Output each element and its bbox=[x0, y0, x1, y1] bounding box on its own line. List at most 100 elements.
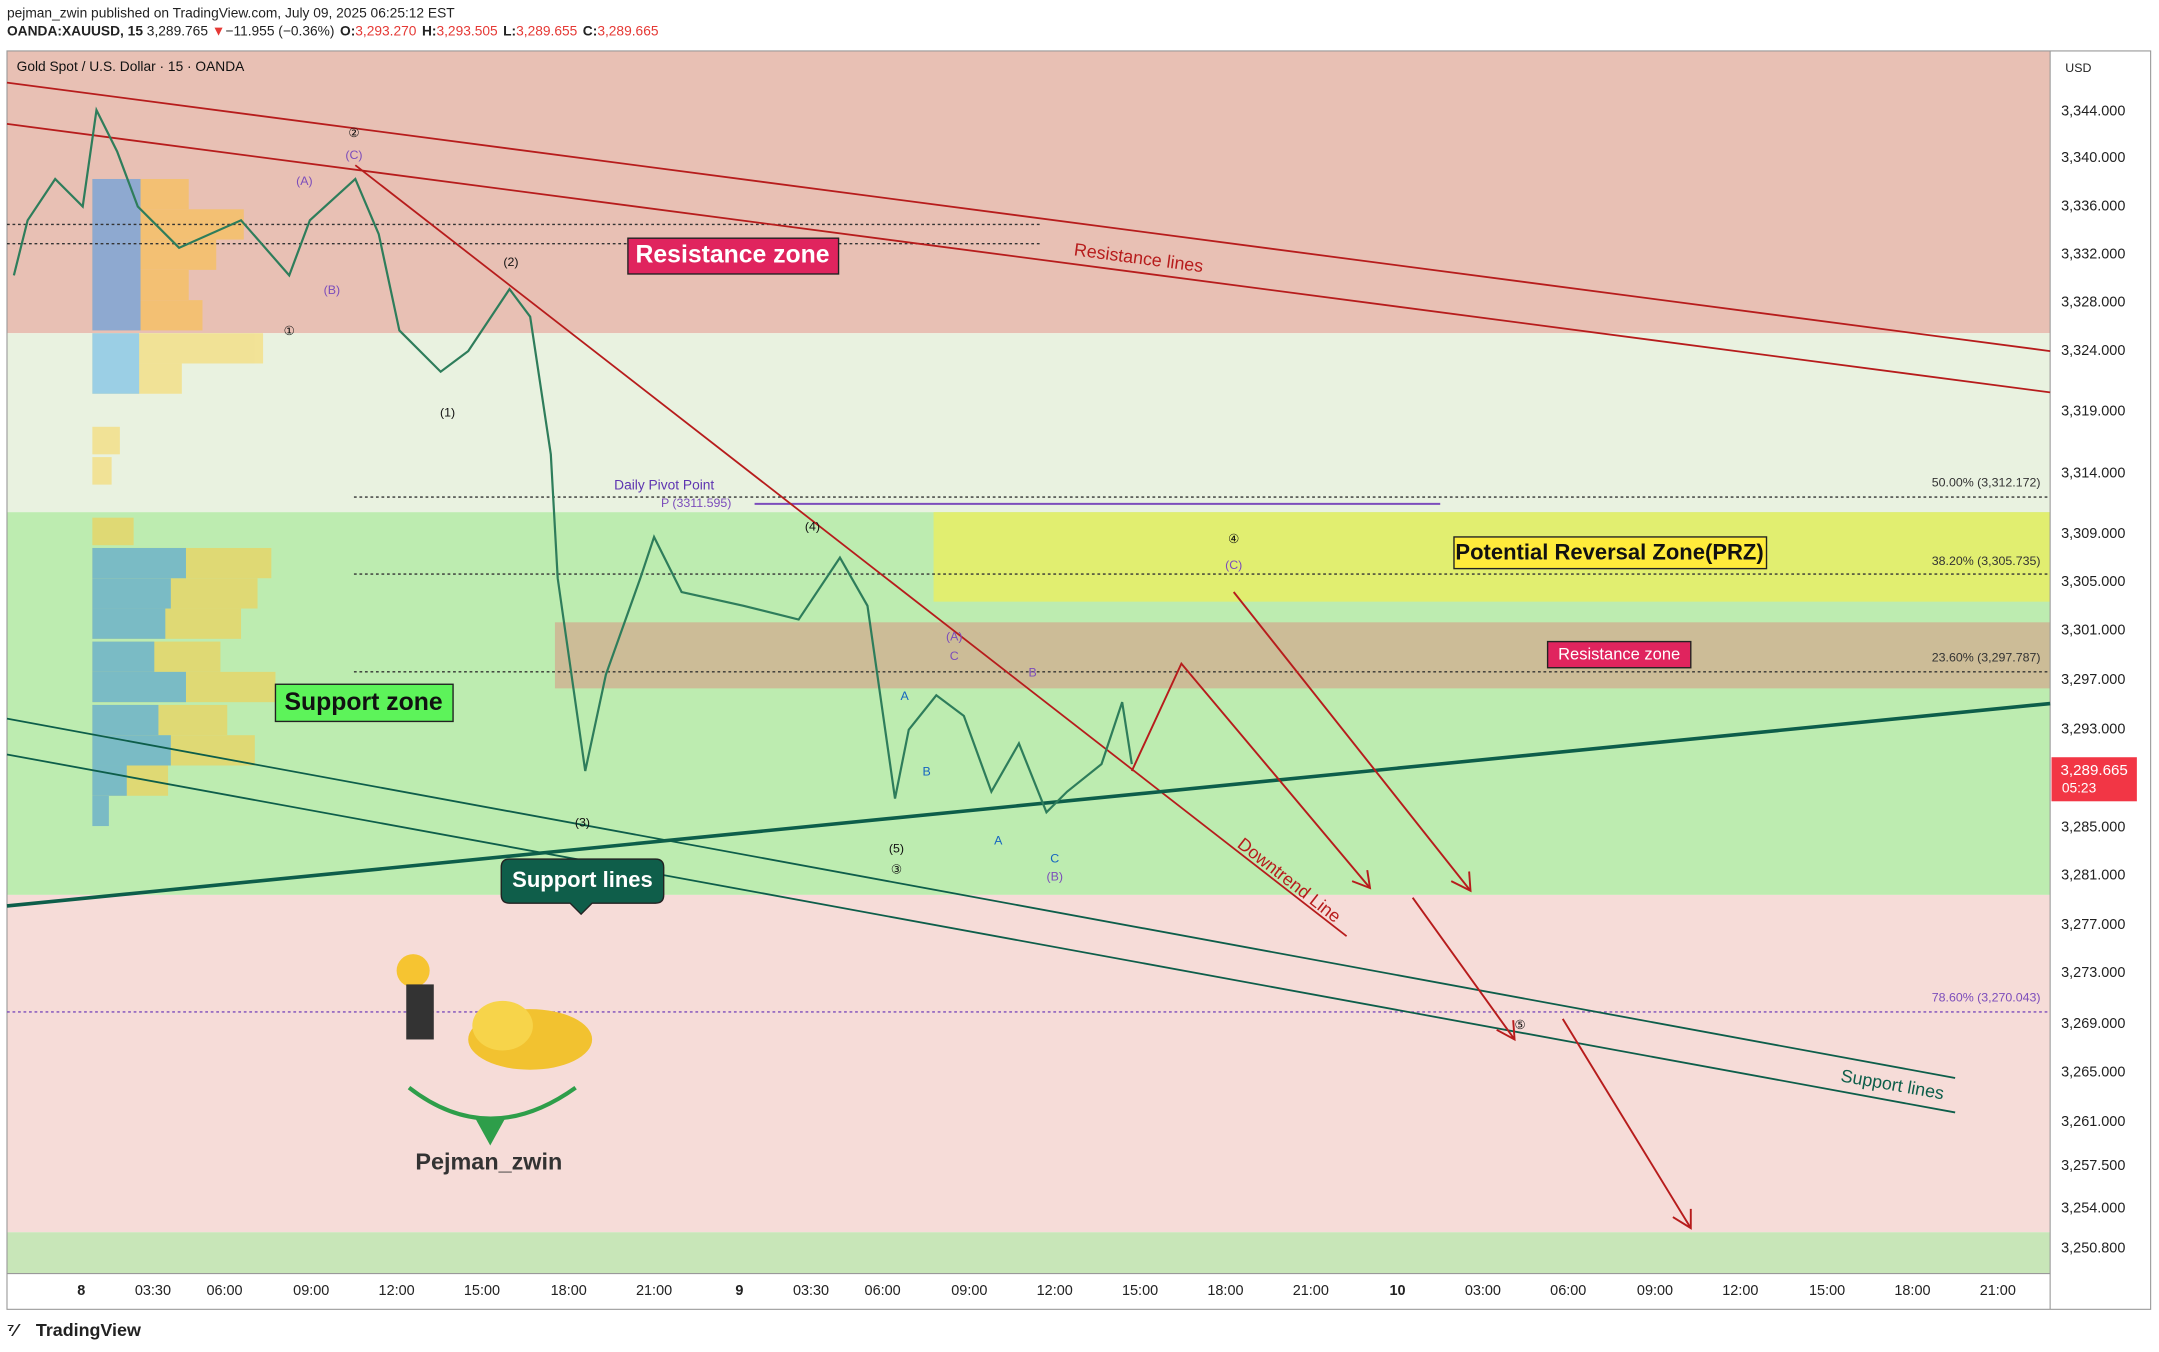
price-tick-label: 3,250.800 bbox=[2061, 1241, 2125, 1257]
footer-logo: TradingView bbox=[36, 1320, 141, 1340]
price-path bbox=[12, 106, 1133, 815]
price-tick-label: 3,332.000 bbox=[2061, 247, 2125, 263]
current-price: 3,289.665 bbox=[2061, 762, 2128, 779]
price-tick-label: 3,254.000 bbox=[2061, 1201, 2125, 1217]
price-tick-label: 3,281.000 bbox=[2061, 867, 2125, 883]
price-tick-label: 3,340.000 bbox=[2061, 150, 2125, 166]
time-tick-label: 18:00 bbox=[1894, 1283, 1930, 1299]
time-tick-label: 15:00 bbox=[1122, 1283, 1158, 1299]
time-tick-label: 03:30 bbox=[135, 1283, 171, 1299]
wave-label: (C) bbox=[1225, 558, 1242, 572]
wave-label: B bbox=[1029, 666, 1037, 680]
wave-label: ② bbox=[348, 126, 359, 140]
price-tick-label: 3,273.000 bbox=[2061, 965, 2125, 981]
wave-label: (4) bbox=[805, 520, 820, 534]
author-logo bbox=[396, 954, 593, 1146]
time-tick-label: 12:00 bbox=[379, 1283, 415, 1299]
time-tick-label: 12:00 bbox=[1037, 1283, 1073, 1299]
published-line: pejman_zwin published on TradingView.com… bbox=[7, 5, 455, 20]
time-tick-label: 15:00 bbox=[1809, 1283, 1845, 1299]
price-tick-label: 3,265.000 bbox=[2061, 1064, 2125, 1080]
time-tick-label: 15:00 bbox=[464, 1283, 500, 1299]
fib-label: 50.00% (3,312.172) bbox=[1932, 476, 2041, 490]
bottom-area bbox=[6, 1232, 2051, 1274]
price-tick-label: 3,257.500 bbox=[2061, 1158, 2125, 1174]
current-price-box bbox=[2051, 757, 2137, 802]
ohlc-key: O: bbox=[340, 23, 355, 38]
time-tick-label: 12:00 bbox=[1722, 1283, 1758, 1299]
arrow: ▼ bbox=[212, 23, 226, 38]
time-tick-label: 09:00 bbox=[951, 1283, 987, 1299]
currency: USD bbox=[2065, 61, 2091, 75]
time-tick-label: 06:00 bbox=[206, 1283, 242, 1299]
wave-label: ⑤ bbox=[1515, 1018, 1526, 1032]
time-tick-label: 06:00 bbox=[1550, 1283, 1586, 1299]
ohlc-value: 3,293.505 bbox=[436, 23, 498, 38]
footer-icon: ⁷⁄ bbox=[7, 1320, 21, 1340]
wave-label: (B) bbox=[324, 283, 341, 297]
symbol: OANDA:XAUUSD, 15 bbox=[7, 23, 143, 38]
price-tick-label: 3,301.000 bbox=[2061, 622, 2125, 638]
price-tick-label: 3,319.000 bbox=[2061, 403, 2125, 419]
ohlc-value: 3,293.270 bbox=[355, 23, 417, 38]
price-tick-label: 3,336.000 bbox=[2061, 198, 2125, 214]
time-tick-label: 18:00 bbox=[551, 1283, 587, 1299]
fib-label: 38.20% (3,305.735) bbox=[1932, 554, 2041, 568]
time-tick-label: 9 bbox=[735, 1283, 743, 1299]
wave-label: (B) bbox=[1046, 869, 1063, 883]
support-lines-callout bbox=[500, 858, 665, 916]
price-tick-label: 3,261.000 bbox=[2061, 1114, 2125, 1130]
fib-label: 23.60% (3,297.787) bbox=[1932, 650, 2041, 664]
time-tick-label: 8 bbox=[77, 1283, 85, 1299]
ohlc-value: 3,289.665 bbox=[597, 23, 659, 38]
price-tick-label: 3,297.000 bbox=[2061, 672, 2125, 688]
resistance-area bbox=[6, 50, 2051, 334]
time-tick-label: 18:00 bbox=[1207, 1283, 1243, 1299]
countdown: 05:23 bbox=[2062, 781, 2097, 796]
time-tick-label: 06:00 bbox=[865, 1283, 901, 1299]
wave-label: C bbox=[1050, 851, 1059, 865]
price-tick-label: 3,305.000 bbox=[2061, 574, 2125, 590]
time-tick-label: 21:00 bbox=[636, 1283, 672, 1299]
wave-label: (A) bbox=[946, 630, 963, 644]
chart-title: Gold Spot / U.S. Dollar · 15 · OANDA bbox=[17, 59, 246, 74]
time-tick-label: 03:00 bbox=[1465, 1283, 1501, 1299]
fib-label: 78.60% (3,270.043) bbox=[1932, 990, 2041, 1004]
wave-label: C bbox=[950, 649, 959, 663]
price-tick-label: 3,285.000 bbox=[2061, 819, 2125, 835]
wave-label: (A) bbox=[296, 174, 313, 188]
support-zone-box bbox=[274, 683, 454, 723]
levels bbox=[6, 223, 2051, 1013]
wave-label: (2) bbox=[503, 255, 518, 269]
ohlc-key: H: bbox=[422, 23, 437, 38]
time-tick-label: 09:00 bbox=[1637, 1283, 1673, 1299]
ohlc-value: 3,289.655 bbox=[516, 23, 578, 38]
wave-label: ① bbox=[284, 324, 295, 338]
projection-arrows bbox=[1130, 591, 1692, 1230]
wave-label: ④ bbox=[1228, 532, 1239, 546]
lower-area bbox=[6, 894, 2051, 1233]
support-zone-label: Support zone bbox=[284, 689, 442, 716]
author-name: Pejman_zwin bbox=[415, 1149, 562, 1175]
trend-lines bbox=[6, 81, 2051, 937]
ohlc-key: C: bbox=[583, 23, 598, 38]
prz-label: Potential Reversal Zone(PRZ) bbox=[1455, 539, 1763, 564]
wave-label: A bbox=[994, 833, 1003, 847]
prz-box bbox=[1453, 536, 1768, 570]
support-trend-lines bbox=[6, 701, 2051, 1114]
pivot-value: P (3311.595) bbox=[661, 496, 731, 510]
volume-profile bbox=[92, 178, 276, 827]
resistance-zone-box bbox=[627, 237, 840, 275]
wave-label: (3) bbox=[575, 816, 590, 830]
wave-label: (5) bbox=[889, 842, 904, 856]
change: −11.955 (−0.36%) bbox=[225, 23, 334, 38]
time-tick-label: 09:00 bbox=[293, 1283, 329, 1299]
pivot-label: Daily Pivot Point bbox=[614, 478, 714, 493]
time-tick-label: 21:00 bbox=[1980, 1283, 2016, 1299]
neutral-area bbox=[6, 333, 2051, 513]
price-tick-label: 3,344.000 bbox=[2061, 103, 2125, 119]
price-tick-label: 3,269.000 bbox=[2061, 1016, 2125, 1032]
price-tick-label: 3,293.000 bbox=[2061, 722, 2125, 738]
price-tick-label: 3,277.000 bbox=[2061, 917, 2125, 933]
